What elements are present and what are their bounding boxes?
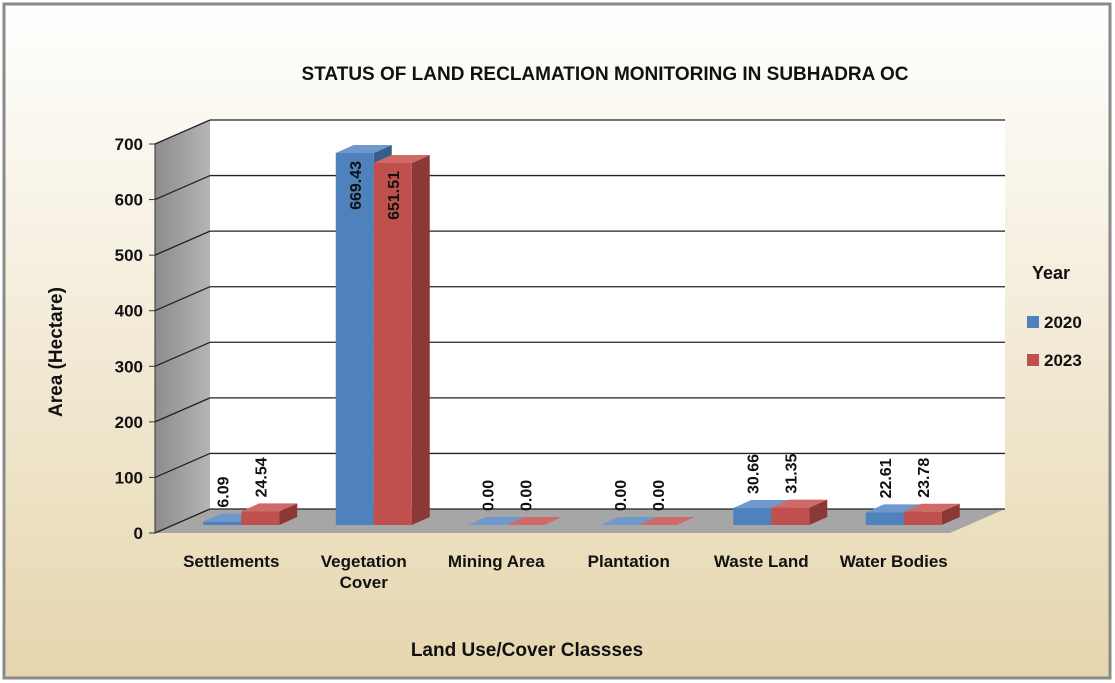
grid-line xyxy=(154,286,211,312)
bar-top xyxy=(903,503,960,512)
y-tick-label: 100 xyxy=(115,468,143,487)
bar xyxy=(373,162,412,525)
x-tick-label: Vegetation Cover xyxy=(320,552,407,592)
data-label: 669.43 xyxy=(348,161,365,210)
data-label: 6.09 xyxy=(215,476,232,507)
y-tick-label: 400 xyxy=(115,302,143,321)
bar-top xyxy=(373,154,430,163)
x-tick-label: Water Bodies xyxy=(839,552,948,571)
legend-title: Year xyxy=(1032,263,1070,283)
bar-side xyxy=(411,154,430,525)
data-label: 0.00 xyxy=(651,480,668,511)
bar xyxy=(335,152,374,525)
bar xyxy=(241,511,280,525)
chart-title: STATUS OF LAND RECLAMATION MONITORING IN… xyxy=(302,64,909,85)
data-label: 30.66 xyxy=(745,454,762,494)
grid-line xyxy=(154,508,211,534)
x-axis-label: Land Use/Cover Classses xyxy=(411,640,643,661)
data-label: 24.54 xyxy=(253,457,270,497)
bar-top xyxy=(600,517,657,525)
x-tick-label: Waste Land xyxy=(713,552,809,571)
grid-line xyxy=(154,397,211,423)
data-label: 31.35 xyxy=(783,453,800,493)
grid-line xyxy=(154,452,211,479)
grid-line xyxy=(154,119,211,145)
bar-top xyxy=(468,517,525,525)
grid-line xyxy=(154,174,211,201)
y-tick-label: 500 xyxy=(115,246,143,265)
y-tick-label: 600 xyxy=(115,191,143,210)
bar-top xyxy=(241,503,298,512)
bar-side xyxy=(941,503,960,525)
back-wall xyxy=(210,120,1005,509)
y-tick-label: 0 xyxy=(134,524,143,543)
bar xyxy=(733,507,772,525)
legend-label: 2023 xyxy=(1044,351,1082,370)
grid-line xyxy=(154,341,211,367)
x-tick-label: Mining Area xyxy=(447,552,545,571)
data-label: 22.61 xyxy=(878,458,895,498)
bar-side xyxy=(279,503,298,525)
y-tick-label: 300 xyxy=(115,357,143,376)
data-label: 23.78 xyxy=(916,458,933,498)
y-tick-label: 700 xyxy=(115,135,143,154)
bar-top xyxy=(771,499,828,508)
data-label: 0.00 xyxy=(480,480,497,511)
legend-swatch xyxy=(1027,354,1039,366)
bar-side xyxy=(809,499,828,525)
bar-top xyxy=(506,517,563,525)
grid-line xyxy=(154,230,211,256)
y-tick-label: 200 xyxy=(115,413,143,432)
side-wall xyxy=(155,120,210,533)
legend-label: 2020 xyxy=(1044,313,1082,332)
bar-top xyxy=(638,517,695,525)
y-axis-label: Area (Hectare) xyxy=(46,287,67,417)
bar xyxy=(203,521,242,525)
bar xyxy=(903,511,942,525)
data-label: 0.00 xyxy=(518,480,535,511)
bar-top xyxy=(335,144,392,153)
data-label: 651.51 xyxy=(386,171,403,220)
bar xyxy=(865,512,904,525)
x-tick-label: Plantation xyxy=(587,552,670,571)
bar xyxy=(771,507,810,525)
x-tick-label: Settlements xyxy=(183,552,280,571)
legend-swatch xyxy=(1027,316,1039,328)
data-label: 0.00 xyxy=(613,480,630,511)
